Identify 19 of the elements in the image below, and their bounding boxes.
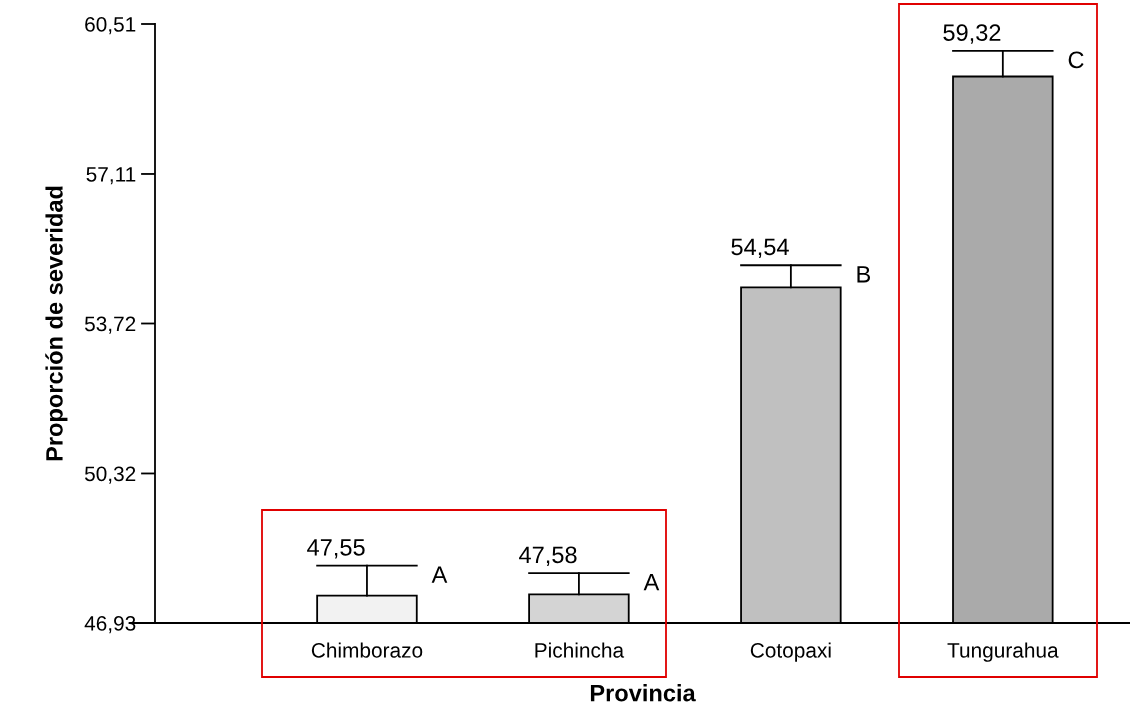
- annotation: C: [1068, 51, 1084, 69]
- annotation: A: [643, 574, 660, 591]
- x-tick-label: Pichincha: [535, 642, 625, 658]
- y-axis-title: Proporción de severidad: [45, 186, 68, 461]
- y-tick-label: 53,72: [84, 316, 136, 334]
- x-tick-label: Cotopaxi: [750, 642, 831, 662]
- data-label: 47,58: [519, 546, 577, 566]
- annotation: B: [857, 266, 871, 283]
- data-label: 54,54: [731, 238, 789, 259]
- annotation: A: [431, 566, 448, 583]
- y-tick-label: 50,32: [84, 466, 136, 484]
- x-axis-title: Provincia: [590, 684, 696, 702]
- y-tick-label: 57,11: [86, 167, 136, 185]
- y-tick-label: 60,51: [85, 17, 136, 35]
- x-tick-label: Chimborazo: [311, 642, 423, 658]
- y-tick-label: 46,93: [84, 616, 136, 634]
- x-tick-label: Tungurahua: [947, 642, 1059, 662]
- data-label: 47,55: [307, 539, 365, 559]
- data-label: 59,32: [943, 24, 1001, 44]
